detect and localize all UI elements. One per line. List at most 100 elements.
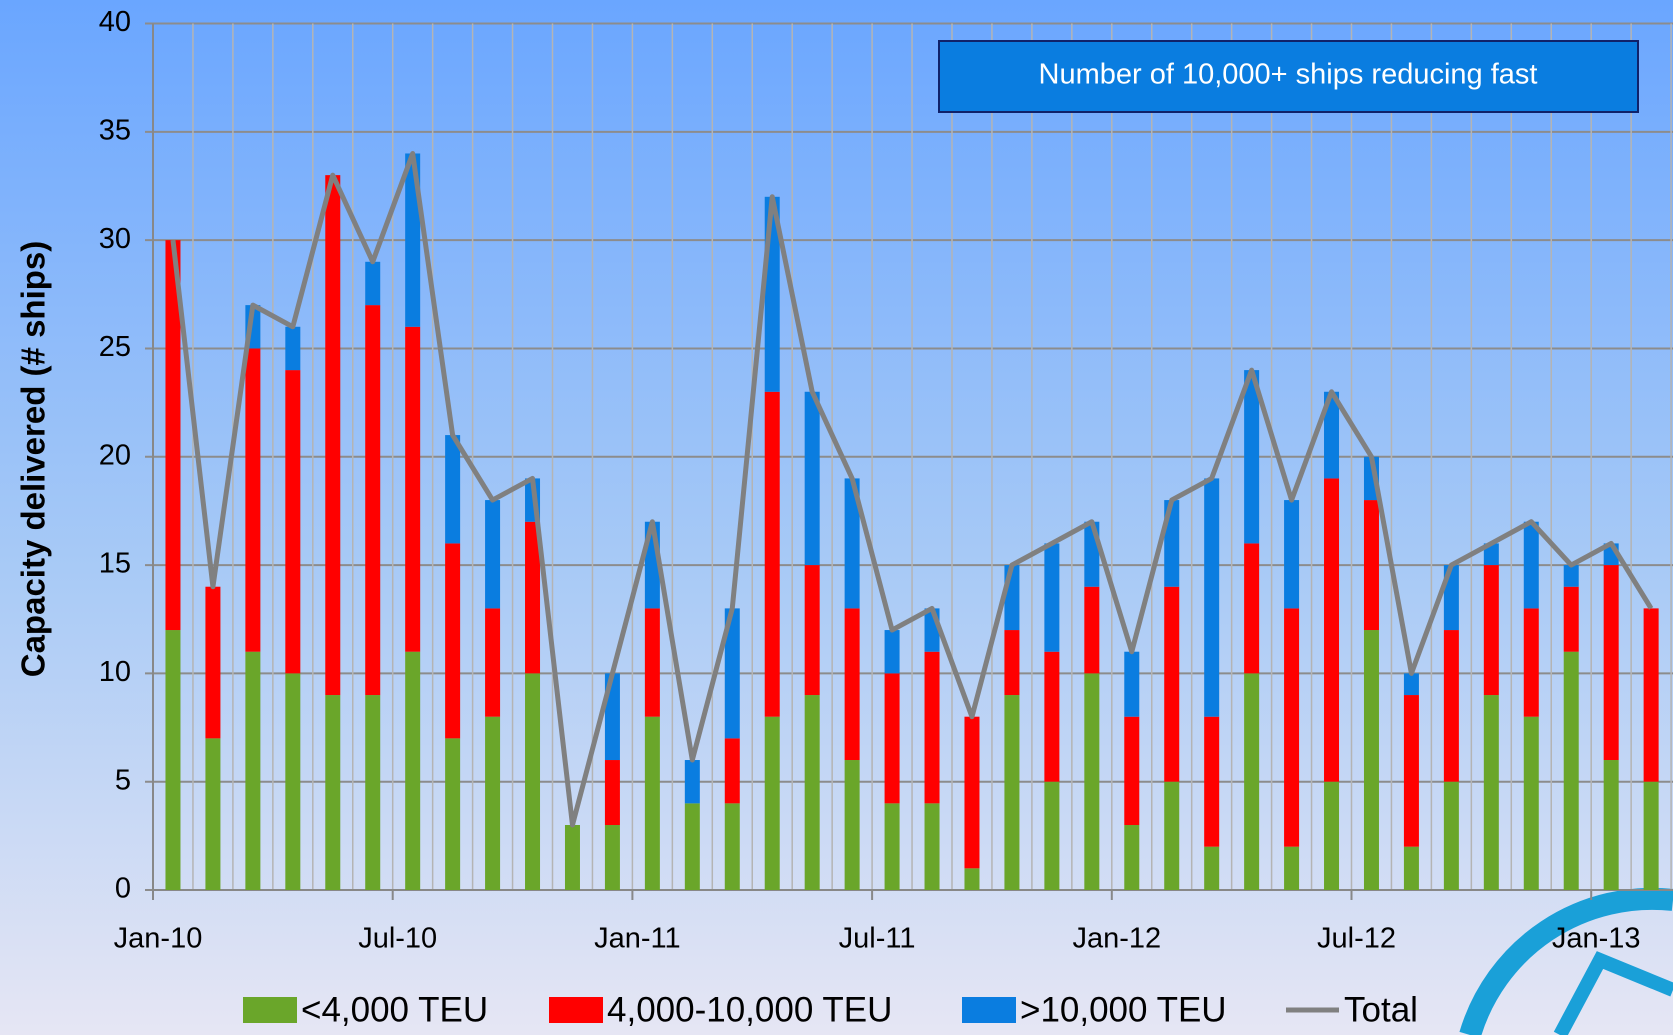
labels: 0 5 10 15 20 25 30 35 40 Jan-10 Jul-10 Jan-11 Jul-11…: [99, 6, 1641, 955]
bar-segment: [1124, 716, 1140, 826]
bar-segment: [1004, 695, 1020, 890]
bar-segment: [365, 305, 381, 696]
bar-segment: [604, 760, 620, 826]
bar-segment: [1563, 565, 1579, 587]
legend-swatch: [243, 997, 297, 1023]
grid: [145, 22, 1673, 891]
bar-segment: [1244, 673, 1260, 890]
logo: [1459, 887, 1673, 1035]
bar-segment: [1403, 846, 1419, 890]
bar-segment: [285, 326, 301, 371]
legend-label: Total: [1344, 990, 1418, 1029]
bar-segment: [564, 825, 580, 890]
bar-segment: [1443, 630, 1459, 782]
bar-segment: [405, 326, 421, 652]
x-tick-label: Jul-12: [1317, 923, 1396, 955]
bar-segment: [1483, 565, 1499, 696]
annotation-box: [938, 40, 1639, 113]
bar-segment: [1603, 760, 1619, 890]
bar-segment: [1164, 781, 1180, 890]
annotation: Number of 10,000+ ships reducing fast: [1039, 59, 1538, 91]
y-tick-label: 35: [99, 114, 131, 146]
bar-segment: [245, 651, 261, 890]
bar-segment: [644, 608, 660, 717]
bar-segment: [1324, 478, 1340, 782]
bar-segment: [1084, 586, 1100, 674]
bar-segment: [804, 391, 820, 566]
bar-segment: [525, 521, 541, 674]
bar-segment: [1563, 586, 1579, 652]
bar-segment: [485, 500, 501, 609]
legend-label: >10,000 TEU: [1020, 990, 1227, 1029]
bar-segment: [445, 543, 461, 739]
legend: <4,000 TEU 4,000-10,000 TEU >10,000 TEU Tot…: [243, 990, 1418, 1029]
bar-segment: [1284, 608, 1300, 847]
bar-segment: [325, 175, 341, 696]
bar-segment: [884, 630, 900, 674]
bar-segment: [405, 651, 421, 890]
bar-segment: [1324, 781, 1340, 890]
legend-label: <4,000 TEU: [301, 990, 488, 1029]
bar-segment: [684, 760, 700, 804]
bar-segment: [804, 565, 820, 696]
bar-segment: [1603, 565, 1619, 761]
bar-segment: [804, 695, 820, 890]
bar-segment: [844, 478, 860, 609]
bar-segment: [285, 370, 301, 674]
y-axis-title: Capacity delivered (# ships): [15, 241, 52, 678]
bar-segment: [1363, 630, 1379, 890]
bar-segment: [844, 760, 860, 890]
bar-segment: [525, 673, 541, 890]
bar-segment: [1084, 673, 1100, 890]
bar-segment: [764, 391, 780, 717]
x-tick-label: Jul-11: [839, 923, 916, 955]
bar-segment: [924, 803, 940, 890]
bar-segment: [684, 803, 700, 890]
bar-segment: [924, 651, 940, 804]
bar-segment: [1244, 543, 1260, 674]
bar-segment: [604, 825, 620, 890]
bar-segment: [445, 738, 461, 890]
bar-segment: [1483, 543, 1499, 566]
total-line: [170, 150, 1654, 828]
bar-segment: [1204, 716, 1220, 847]
x-tick-label: Jan-13: [1552, 923, 1641, 955]
bar-segment: [245, 348, 261, 652]
bar-segment: [1284, 846, 1300, 890]
bar-segment: [1324, 391, 1340, 479]
bar-segment: [165, 630, 181, 890]
y-tick-label: 20: [99, 439, 131, 471]
bar-segment: [1523, 716, 1539, 890]
bar-segment: [1164, 586, 1180, 782]
x-tick-label: Jan-12: [1072, 923, 1161, 955]
bar-segment: [165, 240, 181, 631]
legend-swatch: [549, 997, 603, 1023]
bar-segment: [445, 435, 461, 544]
bar-segment: [1204, 478, 1220, 717]
bar-segment: [884, 803, 900, 890]
legend-swatch: [962, 997, 1016, 1023]
bar-segment: [1643, 781, 1659, 890]
bar-segment: [724, 608, 740, 739]
bar-segment: [844, 608, 860, 761]
bar-segment: [365, 695, 381, 890]
bar-segment: [285, 673, 301, 890]
y-tick-label: 25: [99, 331, 131, 363]
bar-segment: [644, 716, 660, 890]
bar-segment: [1044, 543, 1060, 652]
bar-segment: [365, 261, 381, 306]
bar-segment: [1443, 781, 1459, 890]
bar-segment: [1523, 608, 1539, 717]
bar-segment: [1403, 673, 1419, 696]
bar-segment: [325, 695, 341, 890]
y-tick-label: 15: [99, 548, 131, 580]
bar-segment: [1523, 521, 1539, 609]
y-tick-label: 0: [115, 873, 131, 905]
y-tick-label: 30: [99, 223, 131, 255]
bar-segment: [485, 716, 501, 890]
bar-segment: [1044, 651, 1060, 782]
x-tick-label: Jan-10: [114, 923, 203, 955]
bar-segment: [884, 673, 900, 804]
bar-segment: [1363, 500, 1379, 631]
